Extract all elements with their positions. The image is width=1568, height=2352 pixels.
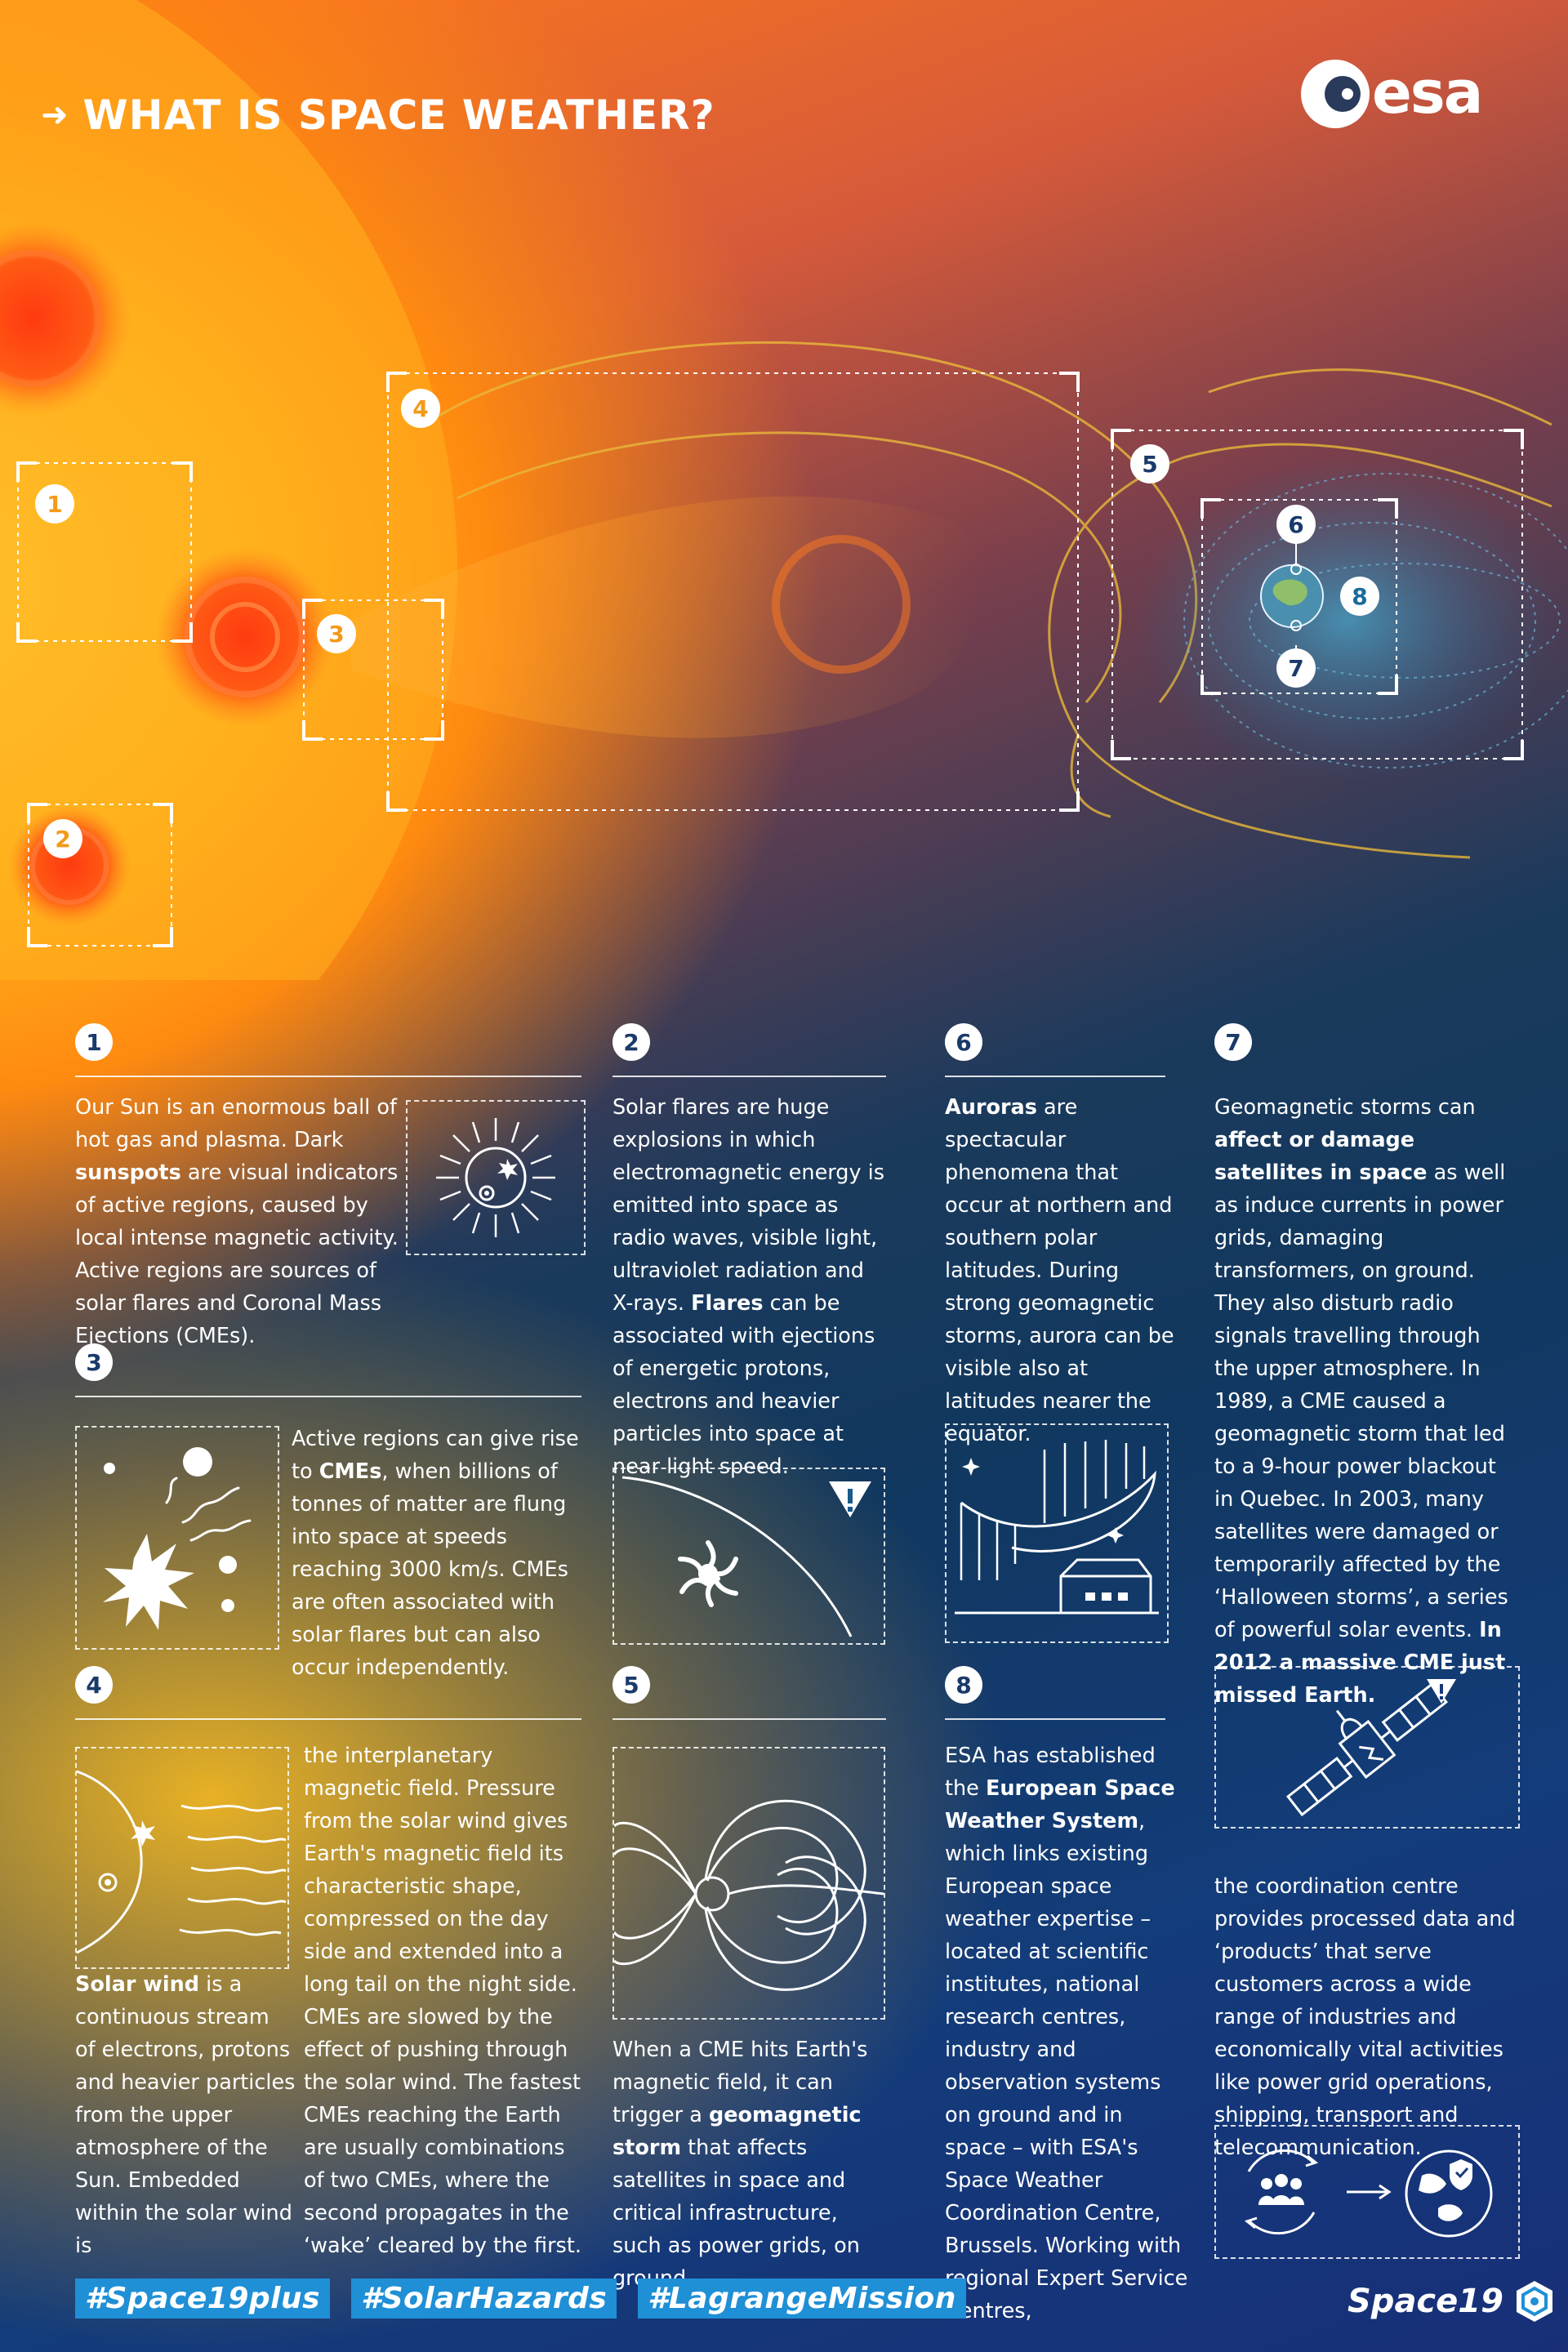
esa-logo: esa	[1301, 58, 1483, 128]
warning-icon	[829, 1481, 871, 1517]
sun	[0, 0, 457, 980]
frame-3	[303, 599, 443, 740]
svg-text:2: 2	[55, 826, 70, 853]
section-5: 5	[612, 1666, 886, 1720]
section-3-rule	[75, 1396, 581, 1397]
section-4-rule	[75, 1718, 581, 1720]
svg-text:5: 5	[1142, 451, 1157, 478]
section-4-text-b: the interplanetary magnetic field. Press…	[304, 1744, 581, 2258]
space19-brand: Space19	[1348, 2278, 1557, 2324]
svg-text:7: 7	[1288, 655, 1303, 682]
cme-bubble	[772, 535, 911, 674]
section-6-rule	[945, 1076, 1165, 1077]
section-2-badge: 2	[612, 1023, 650, 1061]
solar-flare-icon	[612, 1468, 885, 1645]
sunspot-middle	[155, 547, 335, 727]
section-5-badge: 5	[612, 1666, 650, 1704]
section-7-text: Geomagnetic storms can affect or damage …	[1214, 1095, 1508, 1708]
section-6: 6	[945, 1023, 1165, 1077]
frame-1	[17, 462, 192, 642]
section-5-text: When a CME hits Earth's magnetic field, …	[612, 2038, 868, 2291]
diagram-badge-2: 2	[43, 819, 82, 858]
section-3-badge: 3	[75, 1343, 113, 1381]
diagram-badge-5: 5	[1130, 444, 1169, 483]
aurora-icon	[945, 1423, 1169, 1643]
svg-text:8: 8	[1352, 583, 1367, 610]
earth-land	[1272, 579, 1307, 606]
section-8-text: ESA has established the European Space W…	[945, 1744, 1188, 2323]
svg-text:3: 3	[328, 621, 344, 648]
frame-4	[387, 372, 1079, 811]
diagram-badge-1: 1	[35, 484, 74, 523]
title-arrow-icon: ➜	[41, 96, 69, 134]
warning-icon	[1427, 1679, 1456, 1704]
section-6-text: Auroras are spectacular phenomena that o…	[945, 1095, 1174, 1446]
sun-sunspots-icon	[406, 1100, 586, 1255]
svg-text:4: 4	[412, 395, 428, 422]
frame-5	[1111, 430, 1523, 760]
cme-plume	[351, 496, 981, 738]
page-title: WHAT IS SPACE WEATHER?	[82, 91, 715, 139]
magnetic-field-icon	[612, 1747, 885, 2020]
section-6-badge: 6	[945, 1023, 982, 1061]
space19-hexagon-icon	[1516, 2281, 1552, 2322]
section-1: 1	[75, 1023, 581, 1077]
tag-space19plus[interactable]: #Space19plus	[75, 2278, 331, 2319]
diagram-badge-6: 6	[1276, 505, 1316, 544]
section-4-text-a: Solar wind is a continuous stream of ele…	[75, 1972, 296, 2258]
section-2: 2	[612, 1023, 886, 1077]
section-3-text: Active regions can give rise to CMEs, wh…	[292, 1427, 579, 1680]
svg-text:esa: esa	[1372, 58, 1481, 127]
sunspot-top	[0, 220, 131, 416]
section-2-rule	[612, 1076, 886, 1077]
section-8b-text: the coordination centre provides process…	[1214, 1874, 1516, 2160]
frame-6-7	[1201, 499, 1397, 694]
hashtags: #Space19plus #SolarHazards #LagrangeMiss…	[75, 2278, 966, 2319]
satellite-damage-icon	[1214, 1666, 1520, 1829]
frame-2	[28, 804, 172, 947]
section-7-badge: 7	[1214, 1023, 1252, 1061]
section-8-badge: 8	[945, 1666, 982, 1704]
section-1-badge: 1	[75, 1023, 113, 1061]
tag-lagrangemission[interactable]: #LagrangeMission	[638, 2278, 966, 2319]
solar-wind-icon	[75, 1747, 289, 1969]
tag-solarhazards[interactable]: #SolarHazards	[351, 2278, 617, 2319]
section-1-rule	[75, 1076, 581, 1077]
diagram-badge-8: 8	[1340, 577, 1379, 616]
section-2-text: Solar flares are huge explosions in whic…	[612, 1095, 885, 1479]
section-4-badge: 4	[75, 1666, 113, 1704]
diagram-badge-7: 7	[1276, 648, 1316, 688]
section-5-rule	[612, 1718, 886, 1720]
section-8-rule	[945, 1718, 1165, 1720]
space-weather-diagram: 1 2 3 4 5 6 7 8	[0, 0, 1568, 980]
section-4: 4	[75, 1666, 581, 1720]
section-7: 7	[1214, 1023, 1512, 1061]
section-3: 3	[75, 1343, 581, 1397]
space19-label: Space19	[1348, 2283, 1503, 2320]
svg-text:6: 6	[1288, 511, 1303, 538]
magnetosphere	[1135, 457, 1568, 784]
section-1-text: Our Sun is an enormous ball of hot gas a…	[75, 1095, 399, 1348]
cme-icon	[75, 1426, 279, 1650]
diagram-badge-3: 3	[317, 614, 356, 653]
svg-text:1: 1	[47, 491, 62, 518]
diagram-badge-4: 4	[401, 389, 440, 428]
section-8: 8	[945, 1666, 1165, 1720]
coordination-icon	[1214, 2125, 1520, 2259]
header: ➜ WHAT IS SPACE WEATHER?	[41, 91, 715, 139]
